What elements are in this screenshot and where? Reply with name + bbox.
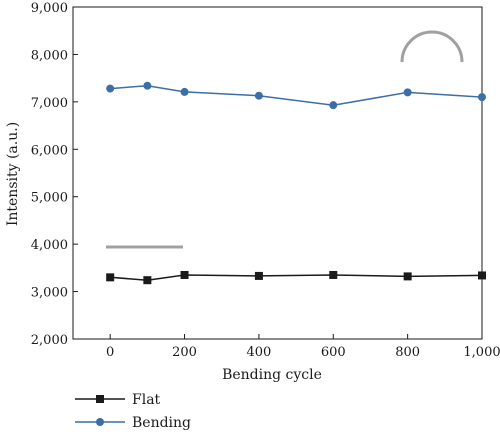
data-point-flat [478, 271, 486, 280]
data-point-bending [180, 87, 189, 96]
y-axis-title: Intensity (a.u.) [5, 122, 21, 226]
x-tick-label: 200 [172, 345, 197, 360]
legend-item-bending: Bending [75, 415, 191, 431]
data-point-bending [254, 91, 263, 100]
series-line-flat [110, 274, 483, 281]
series-layer [106, 81, 486, 285]
data-point-flat [180, 270, 189, 279]
series-flat [106, 270, 486, 285]
data-point-flat [143, 276, 152, 285]
series-line-bending [110, 84, 483, 106]
legend-marker [96, 418, 104, 426]
x-tick-label: 800 [395, 345, 420, 360]
data-point-bending [143, 81, 152, 90]
y-tick-label: 4,000 [31, 238, 68, 253]
plot-axes: 0 200 400 600 800 1,000 2,000 3,000 4,000 5,000 6,… [31, 1, 500, 360]
legend-label: Flat [132, 392, 161, 408]
x-tick-label: 400 [246, 345, 271, 360]
x-tick-label: 1,000 [463, 345, 500, 360]
data-point-flat [403, 272, 412, 281]
data-point-flat [254, 271, 263, 280]
y-tick-label: 8,000 [31, 48, 68, 63]
x-tick-label: 600 [321, 345, 346, 360]
data-point-bending [329, 101, 338, 110]
y-tick-label: 3,000 [31, 286, 68, 301]
y-tick-label: 7,000 [31, 96, 68, 111]
x-tick-label: 0 [106, 345, 114, 360]
axis-labels: Bending cycle Intensity (a.u.) [5, 122, 322, 383]
y-tick-label: 5,000 [31, 191, 68, 206]
y-tick-label: 9,000 [31, 1, 68, 16]
legend-label: Bending [132, 415, 191, 431]
x-axis-title: Bending cycle [222, 367, 322, 383]
legend: Flat Bending [75, 392, 191, 431]
data-point-flat [106, 273, 115, 282]
legend-item-flat: Flat [75, 392, 161, 408]
plot-frame [72, 6, 483, 340]
data-point-bending [106, 84, 115, 93]
data-point-flat [329, 270, 338, 279]
y-tick-label: 6,000 [31, 143, 68, 158]
series-bending [106, 81, 486, 110]
y-tick-label: 2,000 [31, 333, 68, 348]
data-point-bending [403, 88, 412, 97]
bent-arc-icon [400, 30, 464, 63]
annotations [106, 30, 464, 249]
data-point-bending [478, 93, 486, 102]
legend-marker [96, 395, 104, 403]
